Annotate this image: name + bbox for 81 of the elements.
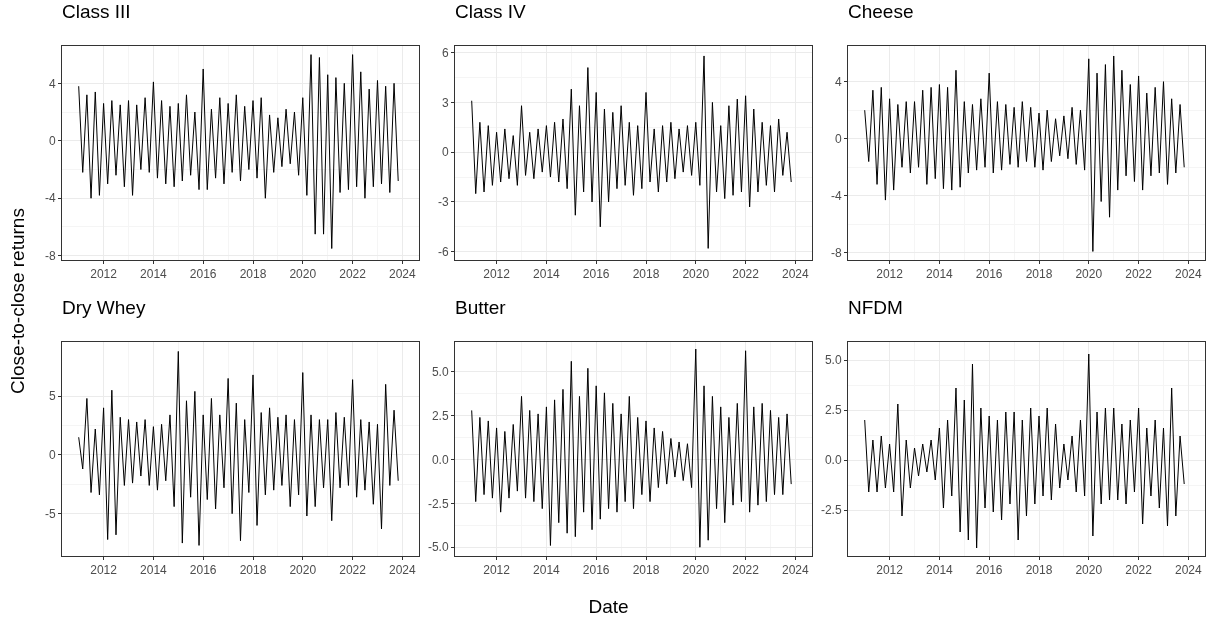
chart-title: Dry Whey (62, 296, 146, 318)
y-tick-label: -3 (437, 195, 449, 210)
y-tick-label: 5.0 (431, 365, 449, 380)
x-tick-label: 2022 (1125, 563, 1153, 578)
y-axis-title: Close-to-close returns (7, 207, 29, 396)
line-series (864, 55, 1185, 252)
x-tick-label: 2014 (533, 267, 561, 282)
x-tick-label: 2020 (1075, 267, 1103, 282)
line-series (78, 350, 399, 546)
x-tick-label: 2018 (1025, 267, 1053, 282)
line-series (471, 55, 792, 249)
chart-title: Cheese (848, 0, 914, 22)
y-tick-label: 4 (834, 74, 842, 89)
chart-title: Butter (455, 296, 507, 318)
x-tick-label: 2012 (483, 563, 511, 578)
y-tick-label: 2.5 (431, 408, 449, 423)
chart-title: Class III (62, 0, 131, 22)
x-tick-label: 2024 (782, 267, 810, 282)
chart-title: NFDM (848, 296, 903, 318)
y-tick-label: 0.0 (824, 453, 842, 468)
y-tick-label: 2.5 (824, 403, 842, 418)
x-tick-label: 2016 (189, 563, 217, 578)
x-tick-label: 2014 (140, 267, 168, 282)
x-tick-label: 2020 (682, 563, 710, 578)
x-tick-label: 2016 (582, 563, 610, 578)
x-tick-label: 2020 (1075, 563, 1103, 578)
y-tick-label: -8 (830, 246, 842, 261)
y-tick-label: 5 (48, 389, 56, 404)
y-tick-label: 0 (48, 133, 56, 148)
x-tick-label: 2018 (632, 267, 660, 282)
x-tick-label: 2020 (289, 267, 317, 282)
x-tick-label: 2016 (975, 267, 1003, 282)
x-tick-label: 2012 (483, 267, 511, 282)
x-tick-label: 2016 (582, 267, 610, 282)
x-tick-label: 2024 (782, 563, 810, 578)
x-tick-label: 2012 (90, 563, 118, 578)
y-tick-label: -6 (437, 244, 449, 259)
x-tick-label: 2014 (533, 563, 561, 578)
x-tick-label: 2022 (1125, 267, 1153, 282)
x-tick-label: 2018 (1025, 563, 1053, 578)
x-tick-label: 2016 (975, 563, 1003, 578)
x-tick-label: 2024 (1175, 563, 1203, 578)
y-tick-label: -2.5 (427, 496, 449, 511)
x-axis-title: Date (587, 596, 630, 618)
x-tick-label: 2022 (339, 267, 367, 282)
y-tick-label: -5 (44, 506, 56, 521)
y-tick-label: 4 (48, 76, 56, 91)
y-tick-label: 5.0 (824, 353, 842, 368)
x-tick-label: 2024 (389, 563, 417, 578)
x-tick-label: 2012 (876, 563, 904, 578)
x-tick-label: 2022 (732, 563, 760, 578)
y-tick-label: -4 (830, 189, 842, 203)
x-tick-label: 2014 (926, 563, 954, 578)
y-tick-label: -5.0 (427, 540, 449, 555)
x-tick-label: 2012 (90, 267, 118, 282)
x-tick-label: 2020 (289, 563, 317, 578)
y-tick-label: -8 (44, 248, 56, 263)
x-tick-label: 2018 (632, 563, 660, 578)
line-series (78, 54, 399, 250)
y-tick-label: 0 (441, 145, 449, 160)
chart-title: Class IV (455, 0, 527, 22)
y-tick-label: 6 (441, 45, 449, 60)
x-tick-label: 2016 (189, 267, 217, 282)
x-tick-label: 2022 (732, 267, 760, 282)
y-tick-label: 0 (834, 131, 842, 146)
y-tick-label: 0.0 (431, 452, 449, 467)
line-series (864, 353, 1185, 549)
y-tick-label: 3 (441, 95, 449, 110)
x-tick-label: 2022 (339, 563, 367, 578)
x-tick-label: 2018 (239, 267, 267, 282)
y-tick-label: 0 (48, 448, 56, 463)
x-tick-label: 2024 (389, 267, 417, 282)
x-tick-label: 2014 (140, 563, 168, 578)
x-tick-label: 2018 (239, 563, 267, 578)
x-tick-label: 2024 (1175, 267, 1203, 282)
x-tick-label: 2012 (876, 267, 904, 282)
y-tick-label: -4 (44, 191, 56, 206)
y-tick-label: -2.5 (820, 503, 842, 518)
x-tick-label: 2014 (926, 267, 954, 282)
x-tick-label: 2020 (682, 267, 710, 282)
line-series (471, 348, 792, 548)
